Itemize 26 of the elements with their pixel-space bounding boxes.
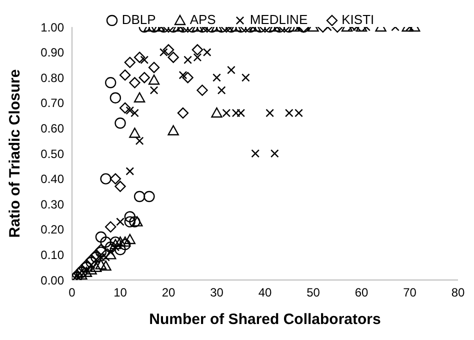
legend-label: DBLP (122, 12, 156, 27)
y-tick-label: 0.60 (40, 121, 64, 136)
y-tick-label: 0.30 (40, 197, 64, 212)
x-tick-label: 10 (114, 286, 128, 300)
y-axis-title: Ratio of Triadic Closure (6, 69, 24, 238)
y-tick-label: 0.90 (40, 46, 64, 60)
x-tick-label: 40 (258, 286, 272, 300)
x-axis-title: Number of Shared Collaborators (149, 311, 381, 328)
x-tick-label: 80 (451, 286, 465, 300)
y-tick-label: 1.00 (40, 20, 64, 34)
legend-label: APS (190, 12, 216, 27)
y-tick-label: 0.20 (40, 222, 64, 237)
x-tick-label: 60 (354, 286, 368, 300)
y-tick-label: 0.70 (40, 96, 64, 110)
legend-label: KISTI (342, 12, 374, 27)
x-tick-label: 20 (162, 286, 176, 300)
x-tick-label: 0 (68, 286, 76, 300)
y-tick-label: 0.00 (40, 273, 64, 288)
x-tick-label: 70 (403, 286, 417, 300)
y-tick-label: 0.80 (40, 70, 64, 85)
x-tick-label: 30 (210, 286, 224, 300)
legend-label: MEDLINE (250, 12, 308, 27)
y-tick-label: 0.40 (40, 172, 64, 186)
y-tick-label: 0.10 (40, 248, 64, 262)
y-tick-label: 0.50 (40, 146, 64, 161)
x-tick-label: 50 (306, 286, 320, 300)
